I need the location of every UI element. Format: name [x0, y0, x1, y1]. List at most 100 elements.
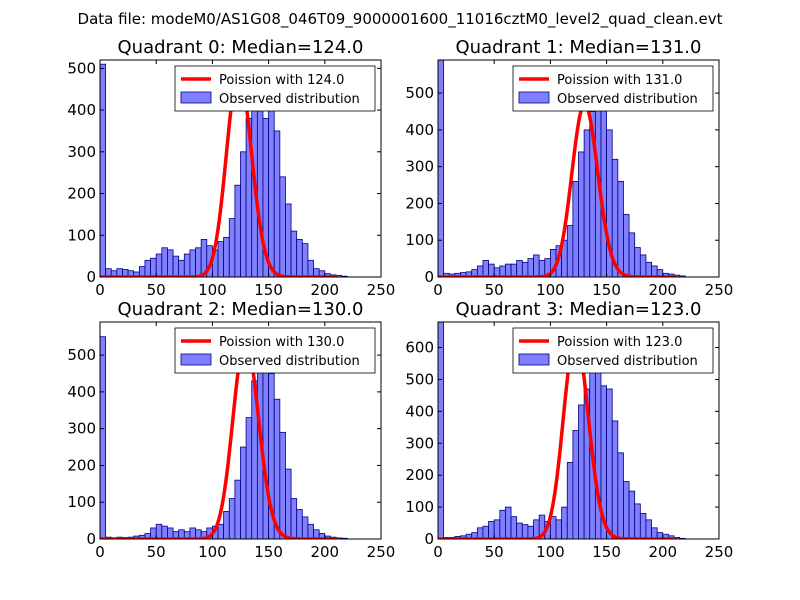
histogram-bar: [505, 506, 512, 539]
chart-panel-0: Quadrant 0: Median=124.0 0 50 100 150 200 250 0…: [67, 37, 395, 299]
y-tick-label: 500: [405, 370, 434, 388]
histogram-bar: [245, 417, 253, 539]
histogram-bar: [634, 247, 641, 277]
y-tick-label: 600: [405, 339, 434, 357]
histogram-bar: [578, 151, 585, 277]
histogram-bar: [510, 263, 518, 277]
legend-box: [174, 327, 376, 374]
y-tick-label: 200: [67, 185, 96, 203]
x-tick-label: 250: [367, 543, 396, 561]
y-tick-label: 0: [424, 268, 434, 286]
histogram-bar: [639, 513, 647, 539]
histogram-bar: [628, 232, 636, 277]
legend: Poission with 131.0 Observed distribution: [512, 65, 714, 112]
legend-bar-swatch: [180, 91, 212, 104]
histogram-bar: [578, 404, 585, 539]
histogram-bar: [606, 388, 613, 539]
legend-label: Poission with 131.0: [557, 73, 682, 88]
histogram-bar: [155, 523, 163, 539]
histogram-bar: [533, 254, 540, 277]
x-tick-label: 200: [648, 543, 677, 561]
histogram-bar: [583, 129, 591, 277]
x-tick-label: 150: [592, 543, 621, 561]
histogram-bar: [262, 351, 270, 539]
histogram-bar: [150, 257, 157, 277]
y-tick-label: 400: [67, 101, 96, 119]
histogram-bar: [234, 184, 241, 277]
legend: Poission with 123.0 Observed distribution: [512, 327, 714, 374]
x-tick-label: 150: [254, 543, 283, 561]
y-tick-label: 400: [67, 383, 96, 401]
legend-box: [174, 65, 376, 112]
y-tick-label: 100: [405, 231, 434, 249]
histogram-bar: [617, 180, 624, 277]
histogram-bar: [561, 506, 568, 539]
x-tick-label: 0: [433, 543, 443, 561]
histogram-bar: [438, 322, 445, 539]
axes-frame: [437, 59, 720, 278]
histogram-bar: [285, 203, 292, 277]
y-tick-label: 200: [405, 466, 434, 484]
histogram-bar: [296, 509, 303, 539]
y-tick-label: 400: [405, 121, 434, 139]
y-tick-label: 0: [86, 268, 96, 286]
histogram-bar: [279, 431, 286, 539]
y-tick-label: 100: [67, 226, 96, 244]
histogram-bar: [645, 261, 652, 277]
histogram-bar: [144, 259, 151, 277]
legend-label: Poission with 124.0: [219, 73, 344, 88]
histogram-bar: [634, 503, 641, 539]
y-tick-label: 200: [67, 456, 96, 474]
histogram-bar: [488, 263, 495, 277]
x-tick-label: 150: [592, 281, 621, 299]
histogram-bar: [290, 498, 298, 539]
histogram-bar: [505, 263, 512, 277]
legend-bar-swatch: [518, 91, 550, 104]
histogram-bar: [307, 523, 314, 539]
x-tick-label: 200: [648, 281, 677, 299]
legend-label: Poission with 130.0: [219, 335, 344, 350]
histogram-bar: [234, 479, 241, 539]
histogram-bar: [482, 260, 489, 277]
y-tick-label: 100: [67, 493, 96, 511]
histogram-bar: [240, 151, 247, 277]
legend: Poission with 130.0 Observed distribution: [174, 327, 376, 374]
histogram-bar: [301, 243, 309, 277]
histogram-bar: [301, 516, 309, 539]
panel-title: Quadrant 0: Median=124.0: [118, 37, 364, 58]
histogram-bar: [572, 430, 579, 539]
plot-area: [100, 63, 348, 277]
legend-box: [512, 327, 714, 374]
histogram-bar: [100, 63, 107, 277]
legend: Poission with 124.0 Observed distribution: [174, 65, 376, 112]
y-tick-label: 300: [405, 434, 434, 452]
histogram-bar: [566, 225, 574, 277]
x-tick-label: 100: [536, 281, 565, 299]
histogram-bar: [307, 259, 314, 277]
histogram-bar: [521, 524, 529, 539]
histogram-bar: [100, 336, 107, 539]
figure-title: Data file: modeM0/AS1G08_046T09_90000016…: [78, 10, 723, 29]
histogram-bar: [510, 516, 518, 539]
histogram-bar: [566, 462, 574, 539]
axes-frame: [99, 59, 382, 278]
histogram-bar: [223, 236, 230, 277]
x-tick-label: 250: [705, 281, 734, 299]
histogram-bar: [178, 259, 185, 277]
x-tick-label: 250: [705, 543, 734, 561]
x-tick-label: 100: [198, 281, 227, 299]
histogram-bar: [438, 60, 445, 277]
axes-frame: [99, 321, 382, 540]
legend-label: Observed distribution: [557, 354, 698, 369]
x-tick-label: 0: [433, 281, 443, 299]
histogram-bar: [516, 260, 523, 277]
histogram-bar: [155, 253, 163, 277]
histogram-bar: [639, 254, 647, 277]
x-tick-label: 0: [95, 281, 105, 299]
histogram-bar: [167, 249, 174, 277]
legend-label: Observed distribution: [557, 92, 698, 107]
panel-title: Quadrant 3: Median=123.0: [456, 299, 702, 320]
legend-bar-swatch: [518, 353, 550, 366]
x-tick-label: 250: [367, 281, 396, 299]
